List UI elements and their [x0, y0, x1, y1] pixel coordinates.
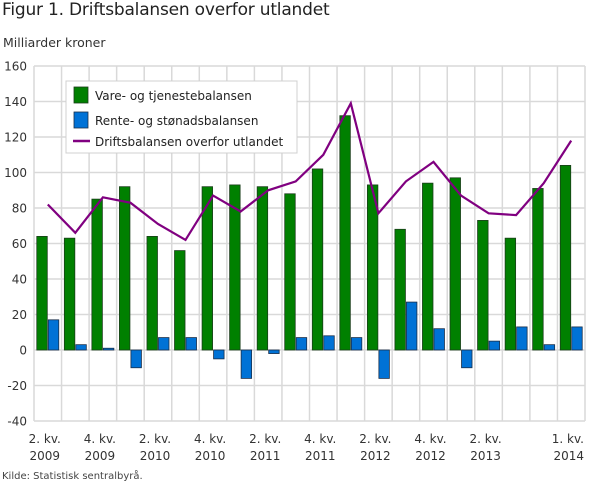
x-tick-label: 4. kv.	[414, 432, 446, 446]
bar-vare-og-tjenestebalansen	[284, 193, 296, 351]
x-tick-label: 2011	[250, 449, 281, 463]
y-tick-label: -40	[7, 415, 27, 429]
legend-label: Rente- og stønadsbalansen	[95, 114, 258, 128]
y-tick-label: -20	[7, 379, 27, 393]
bar-rente-og-stonadsbalansen	[158, 337, 170, 351]
x-tick-label: 2010	[195, 449, 226, 463]
x-tick-label: 2. kv.	[469, 432, 501, 446]
x-tick-label: 4. kv.	[194, 432, 226, 446]
bar-rente-og-stonadsbalansen	[130, 349, 142, 369]
bar-rente-og-stonadsbalansen	[268, 349, 280, 354]
y-tick-label: 80	[12, 202, 27, 216]
bar-vare-og-tjenestebalansen	[532, 188, 544, 351]
bar-vare-og-tjenestebalansen	[366, 184, 379, 351]
bar-rente-og-stonadsbalansen	[240, 349, 253, 379]
bar-vare-og-tjenestebalansen	[559, 164, 572, 351]
x-tick-label: 2011	[305, 449, 336, 463]
y-tick-label: 160	[4, 60, 27, 74]
bar-vare-og-tjenestebalansen	[477, 220, 489, 351]
line-driftsbalansen	[47, 100, 573, 242]
y-axis-ticks: 160 140 120 100 80 60 40 20 0 -20 -40	[4, 60, 27, 429]
bar-vare-og-tjenestebalansen	[339, 115, 351, 351]
bar-rente-og-stonadsbalansen	[378, 349, 390, 379]
bar-vare-og-tjenestebalansen	[394, 228, 406, 351]
x-tick-label: 2. kv.	[359, 432, 391, 446]
x-tick-label: 2012	[360, 449, 391, 463]
bar-vare-og-tjenestebalansen	[504, 237, 517, 351]
bar-rente-og-stonadsbalansen	[185, 337, 197, 351]
bar-rente-og-stonadsbalansen	[516, 326, 528, 351]
legend-label: Driftsbalansen overfor utlandet	[95, 135, 283, 149]
bar-rente-og-stonadsbalansen	[406, 301, 418, 351]
bar-vare-og-tjenestebalansen	[146, 235, 158, 351]
y-tick-label: 100	[4, 166, 27, 180]
legend-swatch-green	[73, 86, 89, 104]
bar-vare-og-tjenestebalansen	[256, 186, 269, 351]
legend-label: Vare- og tjenestebalansen	[95, 89, 252, 103]
bar-vare-og-tjenestebalansen	[311, 168, 324, 351]
bar-vare-og-tjenestebalansen	[449, 177, 461, 351]
chart-title: Figur 1. Driftsbalansen overfor utlandet	[2, 0, 330, 20]
bar-vare-og-tjenestebalansen	[91, 198, 103, 351]
bar-rente-og-stonadsbalansen	[323, 335, 335, 351]
x-tick-label: 2013	[470, 449, 501, 463]
bar-rente-og-stonadsbalansen	[75, 344, 87, 351]
bar-rente-og-stonadsbalansen	[543, 344, 556, 351]
y-tick-label: 20	[12, 308, 27, 322]
bar-rente-og-stonadsbalansen	[102, 347, 115, 351]
bars	[36, 115, 583, 379]
x-tick-label: 2. kv.	[139, 432, 171, 446]
legend-swatch-blue	[73, 111, 89, 129]
x-tick-label: 2012	[415, 449, 446, 463]
bar-rente-og-stonadsbalansen	[461, 349, 473, 369]
bar-rente-og-stonadsbalansen	[213, 349, 225, 360]
bar-vare-og-tjenestebalansen	[229, 184, 241, 351]
bar-rente-og-stonadsbalansen	[433, 328, 445, 351]
x-tick-label: 2014	[553, 449, 584, 463]
y-tick-label: 0	[19, 344, 27, 358]
y-axis-label: Milliarder kroner	[3, 35, 106, 50]
bar-rente-og-stonadsbalansen	[488, 340, 500, 351]
bar-vare-og-tjenestebalansen	[422, 182, 434, 351]
bar-rente-og-stonadsbalansen	[571, 326, 583, 351]
bar-rente-og-stonadsbalansen	[295, 337, 308, 351]
y-tick-label: 60	[12, 237, 27, 251]
y-tick-label: 120	[4, 131, 27, 145]
x-tick-label: 2009	[85, 449, 116, 463]
x-tick-label: 2. kv.	[29, 432, 61, 446]
bar-rente-og-stonadsbalansen	[47, 319, 60, 351]
x-tick-label: 2010	[140, 449, 171, 463]
y-tick-label: 40	[12, 273, 27, 287]
x-tick-label: 2. kv.	[249, 432, 281, 446]
x-axis-ticks: 2. kv. 2009 4. kv. 2009 2. kv. 2010 4. kv. 2010…	[29, 432, 584, 463]
x-tick-label: 1. kv.	[552, 432, 584, 446]
bar-vare-og-tjenestebalansen	[174, 250, 186, 351]
bar-vare-og-tjenestebalansen	[119, 186, 131, 351]
bar-vare-og-tjenestebalansen	[201, 186, 213, 351]
x-tick-label: 4. kv.	[304, 432, 336, 446]
source-note: Kilde: Statistisk sentralbyrå.	[2, 471, 143, 482]
x-tick-label: 4. kv.	[84, 432, 116, 446]
x-tick-label: 2009	[30, 449, 61, 463]
bar-rente-og-stonadsbalansen	[350, 337, 363, 351]
bar-vare-og-tjenestebalansen	[36, 235, 48, 351]
legend-box	[65, 80, 298, 154]
legend: Vare- og tjenestebalansen Rente- og støna…	[65, 80, 298, 154]
y-tick-label: 140	[4, 95, 27, 109]
line-series	[47, 100, 573, 242]
bar-vare-og-tjenestebalansen	[63, 237, 76, 351]
